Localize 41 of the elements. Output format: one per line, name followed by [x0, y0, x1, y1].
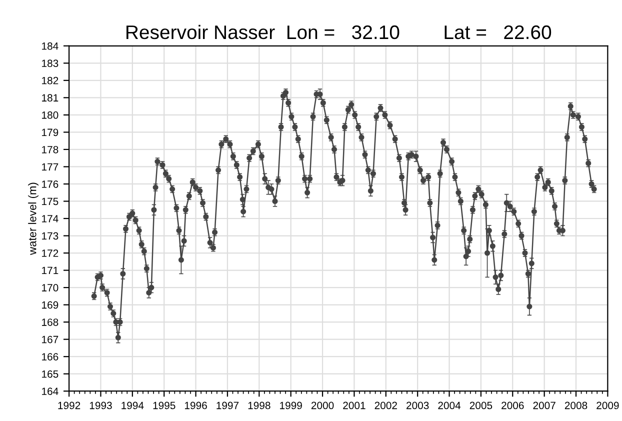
- y-tick-label: 169: [42, 301, 58, 309]
- y-axis-title: water level (m): [28, 182, 38, 255]
- y-tick-label: 184: [42, 42, 58, 50]
- y-tick-label: 171: [42, 266, 58, 274]
- y-tick-label: 174: [42, 215, 58, 222]
- x-tick-label: 1994: [122, 402, 144, 410]
- y-tick-label: 177: [42, 163, 58, 170]
- y-tick-label: 170: [42, 284, 58, 292]
- y-tick-label: 172: [42, 250, 58, 257]
- y-tick-label: 175: [42, 198, 58, 206]
- x-tick-label: 2004: [438, 402, 461, 410]
- x-tick-label: 2008: [564, 402, 588, 410]
- x-tick-label: 2009: [596, 402, 619, 410]
- y-tick-label: 181: [42, 94, 58, 102]
- y-tick-label: 176: [42, 180, 58, 188]
- x-tick-label: 1998: [248, 402, 270, 410]
- x-tick-label: 1997: [216, 402, 239, 410]
- y-tick-label: 173: [42, 232, 58, 240]
- x-tick-label: 1995: [153, 402, 176, 410]
- x-tick-label: 2007: [533, 402, 556, 410]
- y-tick-label: 166: [42, 353, 58, 360]
- y-tick-label: 179: [42, 128, 58, 136]
- y-tick-label: 165: [42, 370, 58, 378]
- y-tick-label: 178: [42, 146, 58, 154]
- x-tick-label: 2000: [311, 402, 334, 410]
- x-tick-label: 1993: [90, 402, 112, 410]
- y-tick-label: 183: [42, 60, 58, 68]
- y-tick-label: 180: [42, 111, 58, 119]
- x-tick-label: 2001: [343, 402, 366, 410]
- chart-title: Reservoir Nasser Lon = 32.10 Lat = 22.60: [126, 24, 552, 40]
- y-tick-label: 164: [42, 388, 58, 395]
- y-tick-label: 168: [42, 318, 58, 326]
- x-tick-label: 1996: [184, 402, 207, 410]
- x-tick-label: 1992: [58, 402, 80, 410]
- x-tick-label: 2003: [406, 402, 429, 410]
- x-tick-label: 1999: [280, 402, 302, 410]
- x-tick-label: 2006: [502, 402, 524, 410]
- x-tick-label: 2005: [470, 402, 492, 410]
- y-tick-label: 167: [42, 336, 58, 344]
- y-tick-label: 182: [42, 76, 58, 84]
- x-tick-label: 2002: [374, 402, 397, 410]
